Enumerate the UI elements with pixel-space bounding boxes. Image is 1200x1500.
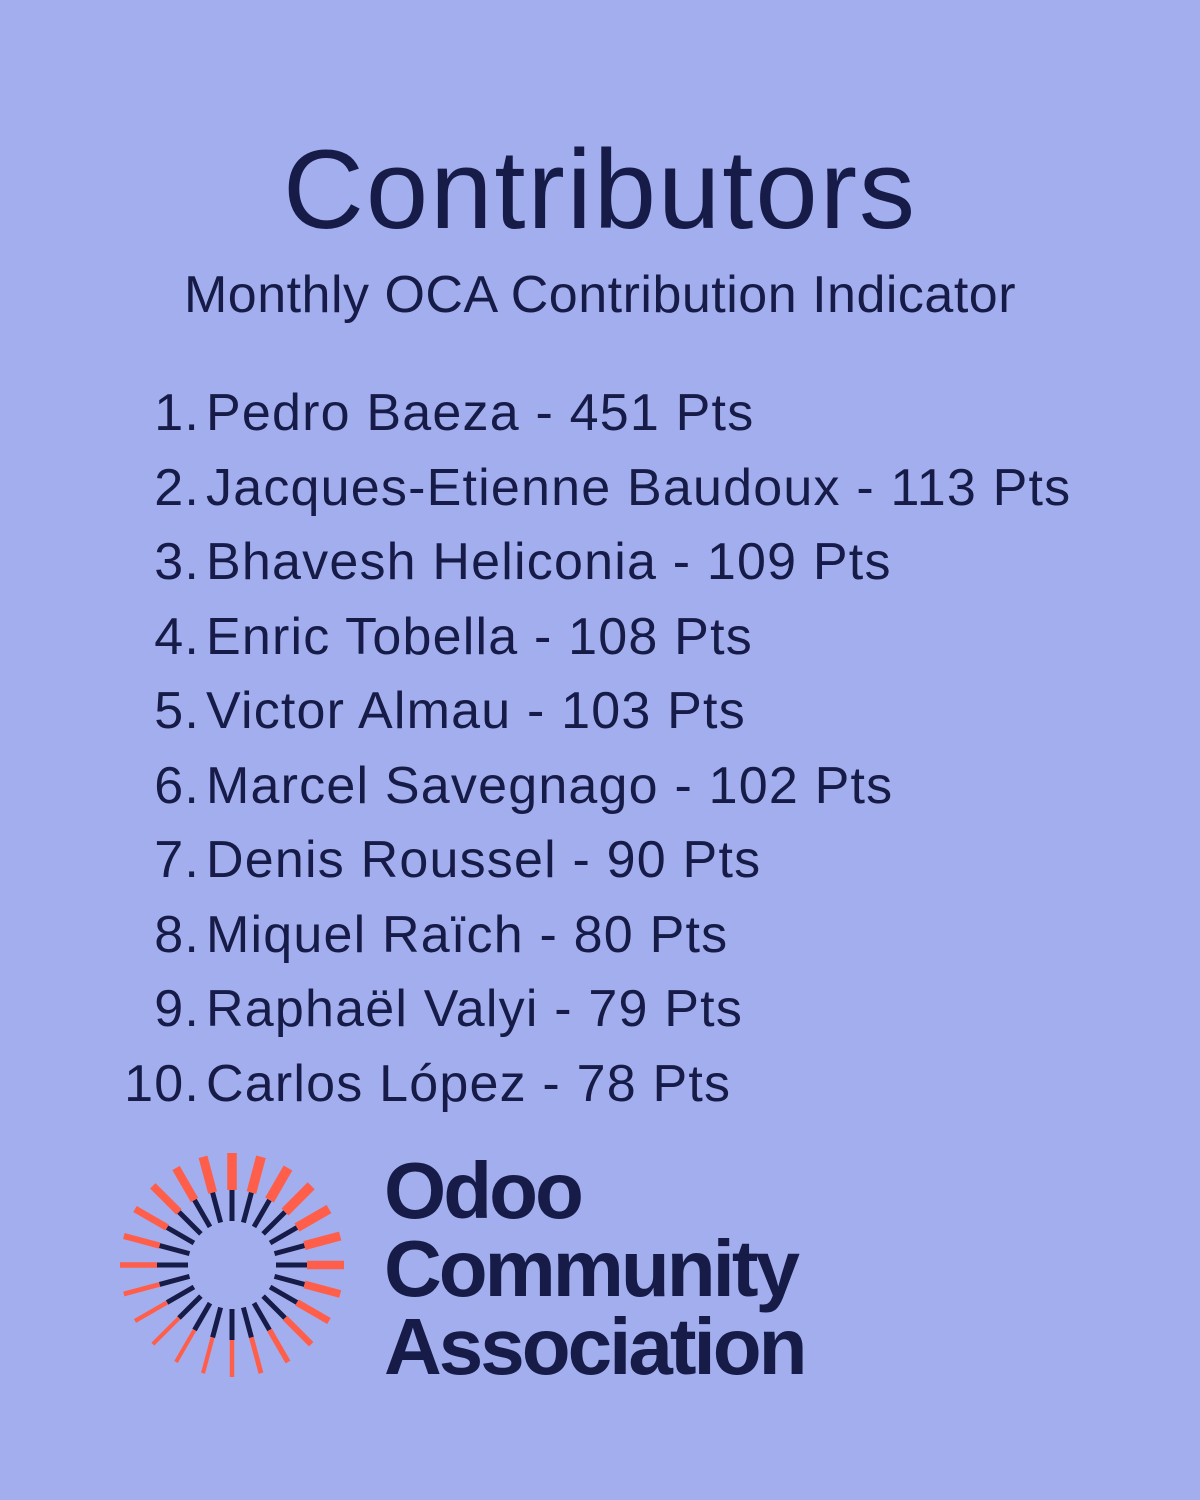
oca-logo-wordmark: Odoo Community Association — [384, 1146, 807, 1391]
rank-number: 6. — [154, 756, 200, 815]
logo-ray-outer — [198, 1155, 217, 1194]
rank-number: 4. — [154, 607, 200, 666]
list-item: 2. Jacques-Etienne Baudoux - 113 Pts — [0, 451, 1200, 526]
rank-number: 7. — [154, 831, 200, 890]
logo-ray-inner — [165, 1284, 196, 1305]
logo-ray-inner — [240, 1306, 254, 1339]
logo-ray-inner — [268, 1225, 299, 1246]
logo-ray-inner — [177, 1294, 203, 1320]
contributor-entry: Carlos López - 78 Pts — [206, 1054, 732, 1113]
logo-ray-outer — [265, 1165, 293, 1203]
logo-ray-inner — [192, 1198, 213, 1229]
logo-ray-outer — [246, 1155, 266, 1194]
list-item: 7. Denis Roussel - 90 Pts — [0, 823, 1200, 898]
list-item: 5. Victor Almau - 103 Pts — [0, 674, 1200, 749]
contributor-entry: Denis Roussel - 90 Pts — [206, 831, 762, 890]
logo-ray-inner — [251, 1198, 272, 1229]
list-item: 9. Raphaël Valyi - 79 Pts — [0, 972, 1200, 1047]
logo-ray-outer — [303, 1280, 342, 1298]
contributor-entry: Bhavesh Heliconia - 109 Pts — [206, 533, 892, 592]
logo-ray-outer — [151, 1316, 181, 1346]
sunburst-logo-icon — [120, 1153, 344, 1377]
contributor-list: 1. Pedro Baeza - 451 Pts 2. Jacques-Etienn… — [0, 376, 1200, 1121]
logo-ray-outer — [295, 1299, 331, 1325]
logo-ray-outer — [174, 1328, 197, 1363]
list-item: 8. Miquel Raïch - 80 Pts — [0, 898, 1200, 973]
logo-ray-inner — [165, 1225, 196, 1246]
rank-number: 8. — [154, 905, 200, 964]
logo-line-association: Association — [384, 1302, 807, 1391]
rank-number: 9. — [154, 980, 200, 1039]
logo-ray-outer — [249, 1336, 264, 1374]
rank-number: 10. — [124, 1054, 200, 1113]
logo-ray-outer — [201, 1336, 215, 1374]
contributor-entry: Jacques-Etienne Baudoux - 113 Pts — [206, 458, 1072, 517]
logo-ray-inner — [210, 1191, 224, 1224]
rank-number: 3. — [154, 533, 200, 592]
logo-ray-inner — [261, 1294, 287, 1320]
logo-ray-outer — [150, 1183, 182, 1215]
contributor-entry: Marcel Savegnago - 102 Pts — [206, 756, 894, 815]
contributor-entry: Miquel Raïch - 80 Pts — [206, 905, 729, 964]
logo-ray-outer — [123, 1282, 161, 1297]
logo-ray-inner — [177, 1210, 203, 1236]
logo-line-odoo: Odoo — [384, 1146, 584, 1235]
logo-ray-outer — [123, 1233, 161, 1249]
logo-ray-outer — [133, 1300, 169, 1323]
rank-number: 2. — [154, 458, 200, 517]
logo-ray-inner — [192, 1301, 213, 1332]
list-item: 10. Carlos López - 78 Pts — [0, 1047, 1200, 1122]
contributor-entry: Enric Tobella - 108 Pts — [206, 607, 753, 666]
list-item: 6. Marcel Savegnago - 102 Pts — [0, 749, 1200, 824]
logo-ray-outer — [267, 1328, 291, 1364]
contributor-entry: Pedro Baeza - 451 Pts — [206, 384, 755, 443]
logo-ray-outer — [294, 1204, 332, 1232]
page-title: Contributors — [282, 127, 918, 252]
logo-line-community: Community — [384, 1224, 800, 1313]
logo-ray-outer — [281, 1182, 315, 1216]
rank-number: 1. — [154, 384, 200, 443]
logo-ray-inner — [240, 1191, 254, 1224]
logo-ray-inner — [273, 1243, 306, 1257]
list-item: 1. Pedro Baeza - 451 Pts — [0, 376, 1200, 451]
logo-ray-inner — [158, 1273, 191, 1287]
logo-ray-outer — [133, 1205, 169, 1231]
contributor-entry: Raphaël Valyi - 79 Pts — [206, 980, 744, 1039]
logo-ray-inner — [273, 1273, 306, 1287]
logo-ray-inner — [261, 1210, 287, 1236]
logo-ray-outer — [282, 1315, 314, 1347]
logo-ray-inner — [158, 1243, 191, 1257]
logo-ray-inner — [210, 1306, 224, 1339]
logo-ray-outer — [172, 1165, 199, 1203]
page-subtitle: Monthly OCA Contribution Indicator — [183, 266, 1017, 324]
contributor-entry: Victor Almau - 103 Pts — [206, 682, 746, 741]
logo-ray-outer — [303, 1231, 342, 1251]
logo-ray-inner — [268, 1284, 299, 1305]
list-item: 3. Bhavesh Heliconia - 109 Pts — [0, 525, 1200, 600]
rank-number: 5. — [154, 682, 200, 741]
logo-ray-inner — [251, 1301, 272, 1332]
list-item: 4. Enric Tobella - 108 Pts — [0, 600, 1200, 675]
